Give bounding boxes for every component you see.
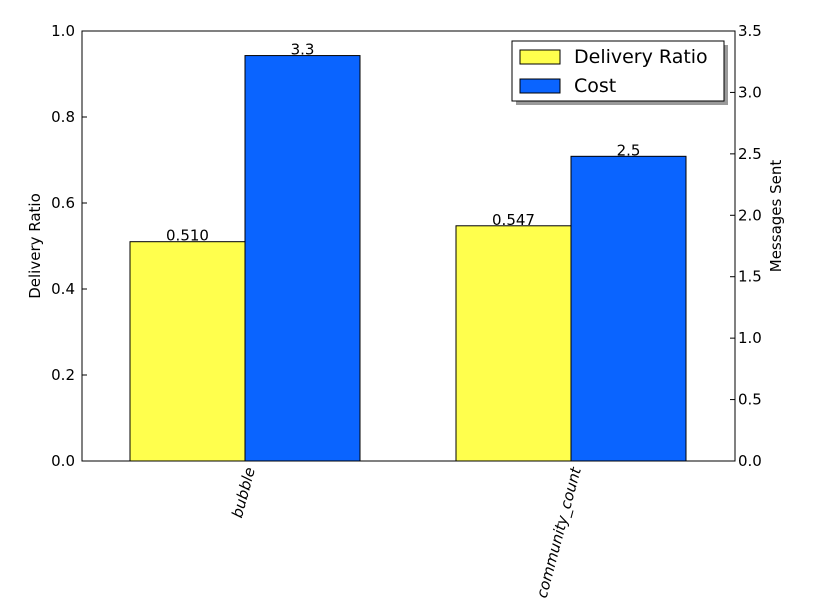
left-axis-label: Delivery Ratio — [26, 193, 44, 299]
left-tick-label: 0.8 — [51, 108, 75, 126]
right-tick-label: 3.0 — [738, 83, 762, 101]
bar-delivery-ratio-community-count — [455, 225, 572, 462]
category-label-community-count: community_count — [533, 464, 586, 600]
legend-label-delivery-ratio: Delivery Ratio — [574, 46, 708, 68]
bar-delivery-ratio-bubble — [129, 241, 246, 462]
left-tick-label: 0.0 — [51, 452, 75, 470]
left-tick-label: 0.2 — [51, 366, 75, 384]
bar-cost-bubble — [244, 55, 361, 462]
right-tick-label: 1.0 — [738, 329, 762, 347]
data-label: 2.5 — [617, 141, 641, 159]
category-labels-layer: bubble community_count — [228, 464, 586, 600]
legend-label-cost: Cost — [574, 75, 616, 97]
left-axis-ticks: 0.0 0.2 0.4 0.6 0.8 1.0 — [51, 22, 87, 470]
bars-layer — [129, 55, 687, 462]
right-tick-label: 1.5 — [738, 268, 762, 286]
plot-frame — [81, 30, 736, 462]
legend-swatch-delivery-ratio — [519, 49, 561, 65]
left-tick-label: 0.6 — [51, 194, 75, 212]
right-tick-label: 0.0 — [738, 452, 762, 470]
legend-swatch-cost — [519, 78, 561, 94]
right-axis-ticks: 0.0 0.5 1.0 1.5 2.0 2.5 3.0 3.5 — [730, 22, 762, 470]
data-label: 3.3 — [291, 41, 315, 59]
bar-cost-community-count — [570, 155, 687, 462]
right-tick-label: 2.5 — [738, 145, 762, 163]
right-tick-label: 0.5 — [738, 391, 762, 409]
left-tick-label: 0.4 — [51, 280, 75, 298]
left-tick-label: 1.0 — [51, 22, 75, 40]
right-tick-label: 2.0 — [738, 206, 762, 224]
right-axis-label: Messages Sent — [767, 160, 785, 273]
legend: Delivery Ratio Cost — [511, 40, 728, 105]
data-label: 0.547 — [492, 211, 535, 229]
category-label-bubble: bubble — [228, 465, 259, 519]
data-labels-layer: 0.510 3.3 0.547 2.5 — [166, 41, 640, 245]
right-tick-label: 3.5 — [738, 22, 762, 40]
data-label: 0.510 — [166, 227, 209, 245]
